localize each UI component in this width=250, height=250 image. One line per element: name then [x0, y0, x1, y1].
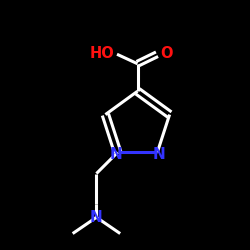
Text: N: N: [152, 147, 165, 162]
Text: N: N: [110, 147, 123, 162]
Text: N: N: [90, 210, 103, 225]
Text: HO: HO: [89, 46, 114, 60]
Text: O: O: [160, 46, 172, 60]
